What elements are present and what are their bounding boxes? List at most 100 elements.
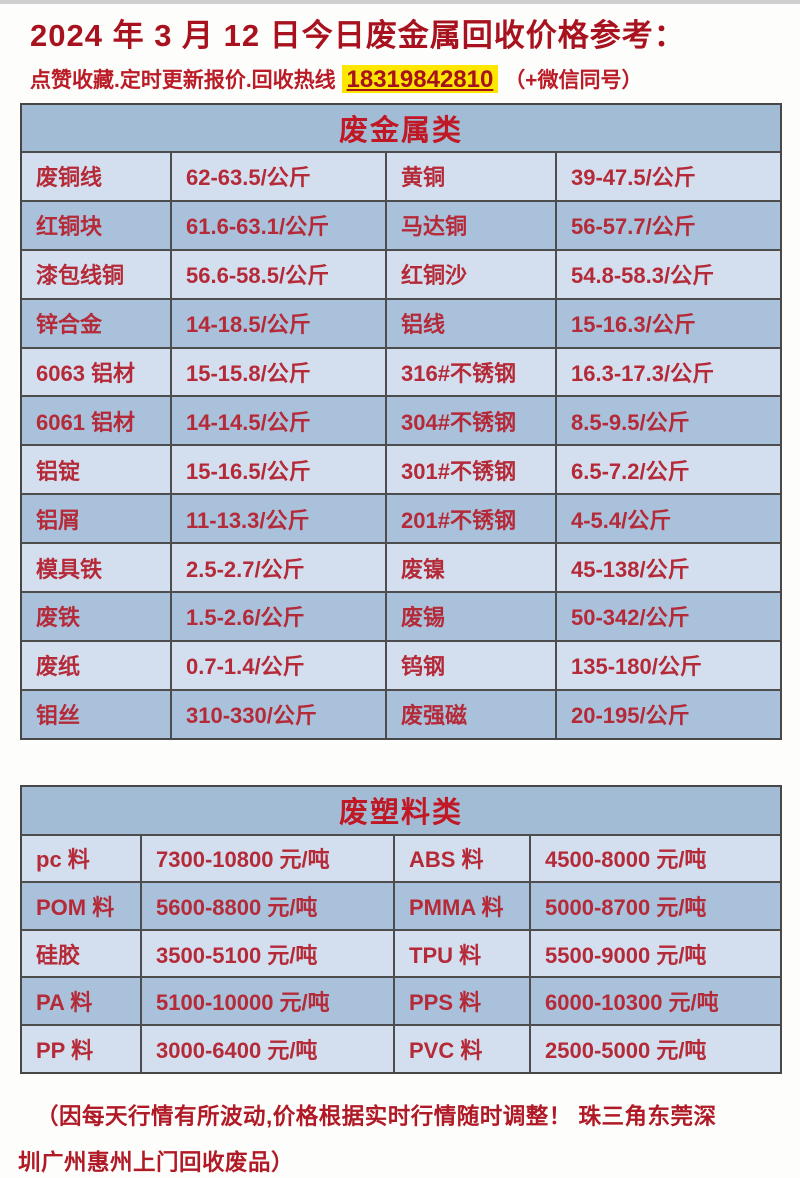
item-price-cell: 14-14.5/公斤 xyxy=(170,397,385,445)
page-title: 2024 年 3 月 12 日今日废金属回收价格参考： xyxy=(30,18,686,53)
item-price-cell: 310-330/公斤 xyxy=(170,690,385,738)
item-name-cell: 铝屑 xyxy=(36,507,81,533)
item-name-cell: 马达铜 xyxy=(385,201,555,249)
item-price-cell: 5600-8800 元/吨 xyxy=(140,883,393,929)
item-price-cell: 3000-6400 元/吨 xyxy=(140,1026,393,1072)
item-name-cell: 红铜沙 xyxy=(385,250,555,298)
item-name-cell: 黄铜 xyxy=(385,153,555,200)
item-name-cell: pc 料 xyxy=(36,847,90,873)
item-price-cell: 5100-10000 元/吨 xyxy=(140,978,393,1025)
top-edge-strip xyxy=(0,0,800,4)
table-row: POM 料 5600-8800 元/吨 PMMA 料 5000-8700 元/吨 xyxy=(22,881,780,929)
item-name-cell: TPU 料 xyxy=(393,930,529,977)
table-row: 模具铁 2.5-2.7/公斤 废镍 45-138/公斤 xyxy=(22,542,780,592)
subtitle-suffix: （+微信同号） xyxy=(504,69,643,92)
item-name-cell: 废锡 xyxy=(385,593,555,640)
item-price-cell: 8.5-9.5/公斤 xyxy=(555,397,780,445)
subtitle: 点赞收藏.定时更新报价.回收热线 18319842810 （+微信同号） xyxy=(30,65,800,96)
item-price-cell: 0.7-1.4/公斤 xyxy=(170,641,385,689)
item-price-cell: 6.5-7.2/公斤 xyxy=(555,446,780,494)
phone-number-link[interactable]: 18319842810 xyxy=(341,65,499,93)
item-name-cell: 6063 铝材 xyxy=(36,361,136,386)
table-row: 硅胶 3500-5100 元/吨 TPU 料 5500-9000 元/吨 xyxy=(22,928,780,977)
item-price-cell: 3500-5100 元/吨 xyxy=(140,930,393,977)
footer-line-1: （因每天行情有所波动,价格根据实时行情随时调整！ 珠三角东莞深 xyxy=(36,1103,717,1129)
item-price-cell: 5000-8700 元/吨 xyxy=(529,883,780,929)
table-row: pc 料 7300-10800 元/吨 ABS 料 4500-8000 元/吨 xyxy=(22,833,780,882)
item-price-cell: 4500-8000 元/吨 xyxy=(529,835,780,882)
table-row: 废铁 1.5-2.6/公斤 废锡 50-342/公斤 xyxy=(22,591,780,640)
item-price-cell: 56.6-58.5/公斤 xyxy=(170,250,385,298)
item-price-cell: 62-63.5/公斤 xyxy=(170,153,385,200)
item-name-cell: 模具铁 xyxy=(36,556,103,582)
item-name-cell: 301#不锈钢 xyxy=(385,446,555,494)
item-name-cell: 6061 铝材 xyxy=(36,409,136,435)
item-name-cell: 钼丝 xyxy=(36,703,81,729)
footer-note: （因每天行情有所波动,价格根据实时行情随时调整！ 珠三角东莞深 圳广州惠州上门回… xyxy=(18,1094,780,1178)
table-row: 锌合金 14-18.5/公斤 铝线 15-16.3/公斤 xyxy=(22,297,780,347)
item-price-cell: 16.3-17.3/公斤 xyxy=(555,348,780,396)
item-name-cell: PP 料 xyxy=(36,1037,94,1063)
item-name-cell: PMMA 料 xyxy=(393,883,529,929)
item-price-cell: 39-47.5/公斤 xyxy=(555,153,780,200)
table-row: 6063 铝材 15-15.8/公斤 316#不锈钢 16.3-17.3/公斤 xyxy=(22,346,780,396)
table-row: PA 料 5100-10000 元/吨 PPS 料 6000-10300 元/吨 xyxy=(22,976,780,1025)
table-row: 钼丝 310-330/公斤 废强磁 20-195/公斤 xyxy=(22,688,780,738)
table-row: 铝锭 15-16.5/公斤 301#不锈钢 6.5-7.2/公斤 xyxy=(22,444,780,494)
metals-table-header: 废金属类 xyxy=(22,105,780,151)
item-name-cell: 废强磁 xyxy=(385,690,555,738)
item-price-cell: 14-18.5/公斤 xyxy=(170,299,385,347)
item-price-cell: 50-342/公斤 xyxy=(555,593,780,640)
item-name-cell: 废纸 xyxy=(36,654,81,680)
item-name-cell: 废铜线 xyxy=(36,165,103,191)
plastics-table-header: 废塑料类 xyxy=(22,786,780,834)
item-price-cell: 15-16.5/公斤 xyxy=(170,446,385,494)
item-name-cell: 废镍 xyxy=(385,544,555,592)
item-name-cell: 漆包线铜 xyxy=(36,263,125,289)
item-name-cell: 304#不锈钢 xyxy=(385,397,555,445)
table-row: 红铜块 61.6-63.1/公斤 马达铜 56-57.7/公斤 xyxy=(22,199,780,249)
item-name-cell: 铝线 xyxy=(385,299,555,347)
item-name-cell: 废铁 xyxy=(36,605,81,631)
table-row: 废纸 0.7-1.4/公斤 钨钢 135-180/公斤 xyxy=(22,639,780,689)
item-name-cell: POM 料 xyxy=(36,895,115,921)
item-name-cell: 201#不锈钢 xyxy=(385,495,555,543)
item-price-cell: 5500-9000 元/吨 xyxy=(529,930,780,977)
item-price-cell: 6000-10300 元/吨 xyxy=(529,978,780,1025)
item-name-cell: PPS 料 xyxy=(393,978,529,1025)
item-name-cell: 铝锭 xyxy=(36,458,81,484)
item-name-cell: PA 料 xyxy=(36,990,93,1016)
item-price-cell: 20-195/公斤 xyxy=(555,690,780,738)
table-row: 废铜线 62-63.5/公斤 黄铜 39-47.5/公斤 xyxy=(22,151,780,200)
item-price-cell: 11-13.3/公斤 xyxy=(170,495,385,543)
item-price-cell: 45-138/公斤 xyxy=(555,544,780,592)
item-name-cell: PVC 料 xyxy=(393,1026,529,1072)
item-price-cell: 61.6-63.1/公斤 xyxy=(170,201,385,249)
item-price-cell: 135-180/公斤 xyxy=(555,641,780,689)
subtitle-prefix: 点赞收藏.定时更新报价.回收热线 xyxy=(30,69,336,92)
table-row: 铝屑 11-13.3/公斤 201#不锈钢 4-5.4/公斤 xyxy=(22,493,780,543)
plastics-price-table: 废塑料类 pc 料 7300-10800 元/吨 ABS 料 4500-8000 元/… xyxy=(20,784,782,1074)
item-price-cell: 15-15.8/公斤 xyxy=(170,348,385,396)
item-name-cell: 锌合金 xyxy=(36,312,103,338)
item-price-cell: 54.8-58.3/公斤 xyxy=(555,250,780,298)
item-price-cell: 56-57.7/公斤 xyxy=(555,201,780,249)
item-name-cell: 红铜块 xyxy=(36,214,103,240)
item-price-cell: 15-16.3/公斤 xyxy=(555,299,780,347)
item-price-cell: 1.5-2.6/公斤 xyxy=(170,593,385,640)
item-name-cell: 钨钢 xyxy=(385,641,555,689)
item-price-cell: 2500-5000 元/吨 xyxy=(529,1026,780,1072)
metals-table-rows: 废铜线 62-63.5/公斤 黄铜 39-47.5/公斤红铜块 61.6-63.1/公斤… xyxy=(22,151,780,738)
table-row: 6061 铝材 14-14.5/公斤 304#不锈钢 8.5-9.5/公斤 xyxy=(22,395,780,445)
metals-price-table: 废金属类 废铜线 62-63.5/公斤 黄铜 39-47.5/公斤红铜块 61.6-63… xyxy=(20,103,782,740)
footer-line-2: 圳广州惠州上门回收废品） xyxy=(18,1149,295,1175)
item-name-cell: ABS 料 xyxy=(393,835,529,882)
item-price-cell: 4-5.4/公斤 xyxy=(555,495,780,543)
table-row: 漆包线铜 56.6-58.5/公斤 红铜沙 54.8-58.3/公斤 xyxy=(22,248,780,298)
item-price-cell: 7300-10800 元/吨 xyxy=(140,835,393,882)
item-price-cell: 2.5-2.7/公斤 xyxy=(170,544,385,592)
plastics-table-rows: pc 料 7300-10800 元/吨 ABS 料 4500-8000 元/吨 POM … xyxy=(22,833,780,1072)
table-row: PP 料 3000-6400 元/吨 PVC 料 2500-5000 元/吨 xyxy=(22,1024,780,1072)
item-name-cell: 硅胶 xyxy=(36,942,81,968)
item-name-cell: 316#不锈钢 xyxy=(385,348,555,396)
